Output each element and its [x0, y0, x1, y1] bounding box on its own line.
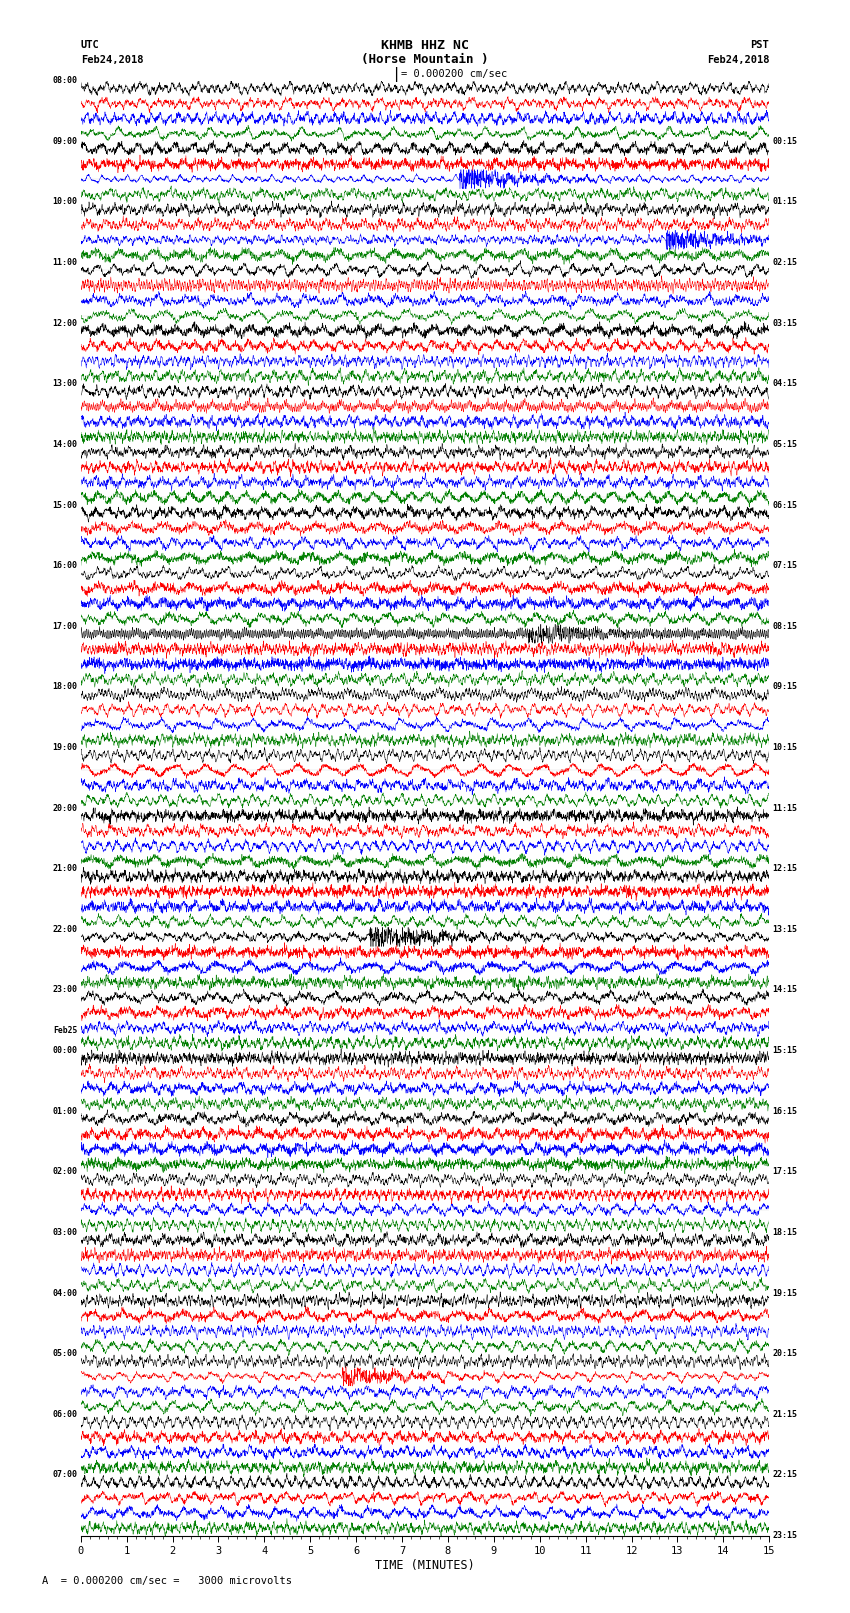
Text: (Horse Mountain ): (Horse Mountain ) — [361, 53, 489, 66]
Text: 08:15: 08:15 — [773, 621, 797, 631]
Text: 05:15: 05:15 — [773, 440, 797, 448]
Text: 02:15: 02:15 — [773, 258, 797, 268]
Text: 20:00: 20:00 — [53, 803, 77, 813]
Text: 21:00: 21:00 — [53, 865, 77, 873]
Text: 20:15: 20:15 — [773, 1348, 797, 1358]
Text: 21:15: 21:15 — [773, 1410, 797, 1419]
Text: 17:00: 17:00 — [53, 621, 77, 631]
Text: 04:00: 04:00 — [53, 1289, 77, 1297]
Text: 09:15: 09:15 — [773, 682, 797, 692]
Text: 03:00: 03:00 — [53, 1227, 77, 1237]
Text: 19:00: 19:00 — [53, 744, 77, 752]
Text: 05:00: 05:00 — [53, 1348, 77, 1358]
Text: 12:15: 12:15 — [773, 865, 797, 873]
Text: 09:00: 09:00 — [53, 137, 77, 145]
Text: Feb25: Feb25 — [53, 1026, 77, 1036]
Text: 16:15: 16:15 — [773, 1107, 797, 1116]
Text: 07:00: 07:00 — [53, 1471, 77, 1479]
Text: 00:00: 00:00 — [53, 1047, 77, 1055]
Text: 01:15: 01:15 — [773, 197, 797, 206]
Text: 06:00: 06:00 — [53, 1410, 77, 1419]
Text: 12:00: 12:00 — [53, 319, 77, 327]
Text: 19:15: 19:15 — [773, 1289, 797, 1297]
Text: Feb24,2018: Feb24,2018 — [81, 55, 144, 65]
Text: 06:15: 06:15 — [773, 500, 797, 510]
Text: 01:00: 01:00 — [53, 1107, 77, 1116]
Text: 14:15: 14:15 — [773, 986, 797, 995]
Text: 11:00: 11:00 — [53, 258, 77, 268]
Text: 11:15: 11:15 — [773, 803, 797, 813]
Text: KHMB HHZ NC: KHMB HHZ NC — [381, 39, 469, 52]
Text: ∣: ∣ — [391, 66, 399, 82]
Text: 18:15: 18:15 — [773, 1227, 797, 1237]
Text: 00:15: 00:15 — [773, 137, 797, 145]
Text: 13:15: 13:15 — [773, 924, 797, 934]
Text: = 0.000200 cm/sec: = 0.000200 cm/sec — [401, 69, 507, 79]
Text: 13:00: 13:00 — [53, 379, 77, 389]
Text: 14:00: 14:00 — [53, 440, 77, 448]
Text: 10:00: 10:00 — [53, 197, 77, 206]
Text: UTC: UTC — [81, 40, 99, 50]
Text: 23:00: 23:00 — [53, 986, 77, 995]
Text: 22:15: 22:15 — [773, 1471, 797, 1479]
Text: 07:15: 07:15 — [773, 561, 797, 569]
Text: 22:00: 22:00 — [53, 924, 77, 934]
Text: 02:00: 02:00 — [53, 1168, 77, 1176]
Text: Feb24,2018: Feb24,2018 — [706, 55, 769, 65]
Text: 18:00: 18:00 — [53, 682, 77, 692]
Text: A  = 0.000200 cm/sec =   3000 microvolts: A = 0.000200 cm/sec = 3000 microvolts — [42, 1576, 292, 1586]
Text: 04:15: 04:15 — [773, 379, 797, 389]
Text: PST: PST — [751, 40, 769, 50]
Text: 23:15: 23:15 — [773, 1531, 797, 1540]
Text: 15:00: 15:00 — [53, 500, 77, 510]
Text: 17:15: 17:15 — [773, 1168, 797, 1176]
Text: 03:15: 03:15 — [773, 319, 797, 327]
Text: 08:00: 08:00 — [53, 76, 77, 85]
Text: 16:00: 16:00 — [53, 561, 77, 569]
Text: 10:15: 10:15 — [773, 744, 797, 752]
Text: 15:15: 15:15 — [773, 1047, 797, 1055]
X-axis label: TIME (MINUTES): TIME (MINUTES) — [375, 1558, 475, 1571]
